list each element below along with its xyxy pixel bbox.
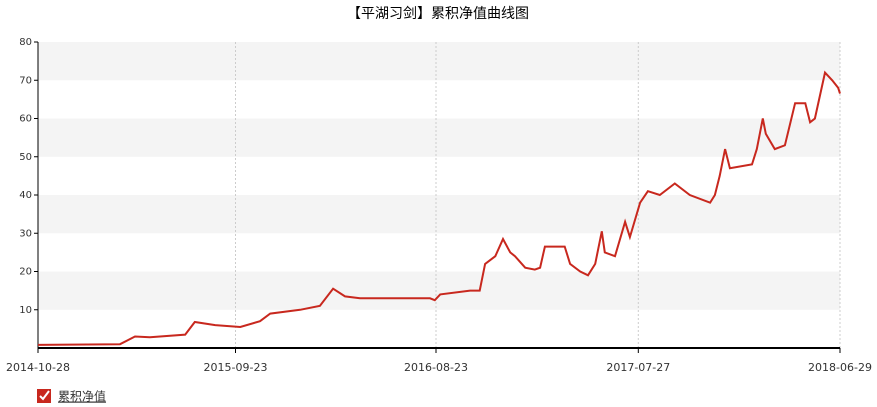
- series-line: [37, 70, 841, 346]
- y-tick-label: 80: [19, 37, 32, 48]
- y-tick-label: 20: [19, 267, 32, 278]
- legend-label[interactable]: 累积净值: [58, 389, 106, 404]
- x-tick-label: 2017-07-27: [606, 361, 670, 374]
- y-tick-label: 40: [19, 190, 32, 201]
- x-tick-label: 2015-09-23: [204, 361, 268, 374]
- grid-band: [38, 42, 840, 81]
- legend[interactable]: 累积净值: [37, 389, 106, 404]
- grid-band: [38, 271, 840, 310]
- chart-title: 【平湖习剑】累积净值曲线图: [347, 6, 529, 22]
- y-tick-label: 70: [19, 75, 32, 86]
- x-tick-label: 2016-08-23: [404, 361, 468, 374]
- x-tick-label: 2014-10-28: [6, 361, 70, 374]
- y-tick-label: 60: [19, 114, 32, 125]
- check-icon: [39, 390, 50, 401]
- y-tick-label: 10: [19, 305, 32, 316]
- y-tick-label: 50: [19, 152, 32, 163]
- y-tick-label: 30: [19, 228, 32, 239]
- grid-band: [38, 195, 840, 234]
- grid-band: [38, 118, 840, 157]
- x-tick-label: 2018-06-29: [808, 361, 872, 374]
